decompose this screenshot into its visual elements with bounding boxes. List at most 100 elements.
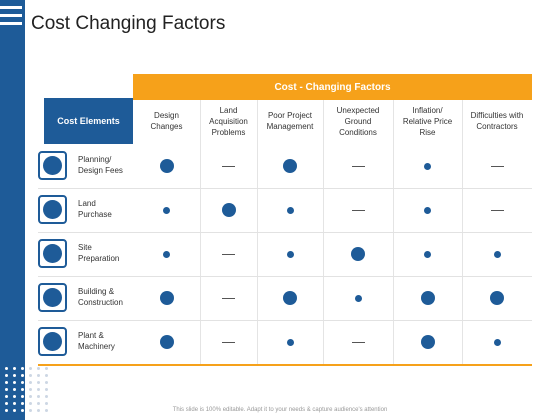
table-cell bbox=[393, 276, 462, 320]
table-cell bbox=[200, 144, 257, 188]
table-cell bbox=[462, 144, 532, 188]
decor-dot bbox=[45, 381, 48, 384]
table-cell bbox=[323, 276, 393, 320]
decor-dot bbox=[37, 367, 40, 370]
decor-dot bbox=[29, 381, 32, 384]
dash-mark bbox=[351, 165, 365, 167]
small-dot bbox=[424, 162, 431, 170]
decor-dot bbox=[45, 409, 48, 412]
decor-dot bbox=[5, 367, 8, 370]
decor-dot bbox=[29, 367, 32, 370]
icon-glyph bbox=[43, 244, 62, 263]
decor-dot bbox=[5, 381, 8, 384]
table-cell bbox=[323, 188, 393, 232]
table-cell bbox=[257, 232, 323, 276]
dash-mark bbox=[490, 209, 504, 211]
table-cell bbox=[257, 320, 323, 364]
icon-glyph bbox=[43, 332, 62, 351]
decor-dot bbox=[13, 402, 16, 405]
planning-icon bbox=[38, 151, 67, 180]
column-header: Inflation/ Relative Price Rise bbox=[402, 105, 453, 137]
column-header: Design Changes bbox=[150, 111, 183, 131]
row-divider bbox=[38, 188, 532, 189]
decor-dot bbox=[37, 395, 40, 398]
small-dot bbox=[424, 250, 431, 258]
decor-dot bbox=[37, 374, 40, 377]
small-dot bbox=[286, 250, 294, 258]
group-header: Cost - Changing Factors bbox=[133, 74, 532, 100]
large-dot bbox=[420, 335, 435, 349]
icon-glyph bbox=[43, 288, 62, 307]
table-cell bbox=[257, 276, 323, 320]
decor-dot bbox=[13, 388, 16, 391]
table-cell bbox=[393, 188, 462, 232]
row-label: Site Preparation bbox=[78, 243, 120, 263]
building-icon bbox=[38, 283, 67, 312]
table-cell bbox=[257, 144, 323, 188]
decor-dot bbox=[13, 381, 16, 384]
decor-dot bbox=[21, 388, 24, 391]
decor-dot bbox=[45, 374, 48, 377]
dash-mark bbox=[222, 253, 235, 255]
table-cell bbox=[133, 276, 200, 320]
decor-dot bbox=[29, 409, 32, 412]
column-header: Difficulties with Contractors bbox=[470, 111, 524, 131]
table-cell bbox=[462, 320, 532, 364]
decor-dot bbox=[37, 388, 40, 391]
left-sidebar-bar bbox=[0, 0, 25, 420]
decor-dot bbox=[13, 374, 16, 377]
table-cell bbox=[323, 320, 393, 364]
decor-dot bbox=[13, 409, 16, 412]
icon-glyph bbox=[43, 156, 62, 175]
decor-dot bbox=[37, 409, 40, 412]
table-cell bbox=[200, 232, 257, 276]
decor-dot bbox=[29, 402, 32, 405]
decor-dot bbox=[5, 374, 8, 377]
small-dot bbox=[286, 338, 294, 346]
table-cell bbox=[462, 276, 532, 320]
large-dot bbox=[159, 159, 174, 173]
table-cell bbox=[323, 232, 393, 276]
dash-mark bbox=[351, 341, 365, 343]
menu-icon bbox=[0, 6, 25, 30]
decor-dot bbox=[21, 409, 24, 412]
decor-dot bbox=[13, 395, 16, 398]
decor-dot bbox=[5, 388, 8, 391]
row-label: Building & Construction bbox=[78, 287, 123, 307]
row-header: Cost Elements bbox=[44, 98, 133, 144]
decor-dot bbox=[5, 402, 8, 405]
table-cell bbox=[393, 320, 462, 364]
small-dot bbox=[493, 338, 501, 346]
table-cell bbox=[133, 232, 200, 276]
decor-dot bbox=[37, 402, 40, 405]
small-dot bbox=[286, 206, 294, 214]
icon-glyph bbox=[43, 200, 62, 219]
site-icon bbox=[38, 239, 67, 268]
large-dot bbox=[283, 291, 297, 305]
large-dot bbox=[159, 291, 174, 305]
decor-dot bbox=[13, 367, 16, 370]
column-header: Unexpected Ground Conditions bbox=[336, 105, 380, 137]
dash-mark bbox=[222, 341, 235, 343]
table-cell bbox=[462, 232, 532, 276]
large-dot bbox=[420, 291, 435, 305]
decor-dot bbox=[21, 374, 24, 377]
decor-dot bbox=[29, 395, 32, 398]
footer-note: This slide is 100% editable. Adapt it to… bbox=[172, 407, 388, 413]
table-cell bbox=[200, 320, 257, 364]
slide-title: Cost Changing Factors bbox=[31, 13, 226, 34]
table-cell bbox=[133, 188, 200, 232]
dash-mark bbox=[222, 297, 235, 299]
table-cell bbox=[133, 144, 200, 188]
table-cell bbox=[323, 144, 393, 188]
large-dot bbox=[351, 247, 365, 261]
document-icon bbox=[38, 195, 67, 224]
decor-dot bbox=[5, 395, 8, 398]
dash-mark bbox=[222, 165, 235, 167]
row-divider bbox=[38, 232, 532, 233]
small-dot bbox=[424, 206, 431, 214]
row-label: Land Purchase bbox=[78, 199, 112, 219]
column-header: Poor Project Management bbox=[266, 111, 314, 131]
table-cell bbox=[133, 320, 200, 364]
row-label: Planning/ Design Fees bbox=[78, 155, 123, 175]
